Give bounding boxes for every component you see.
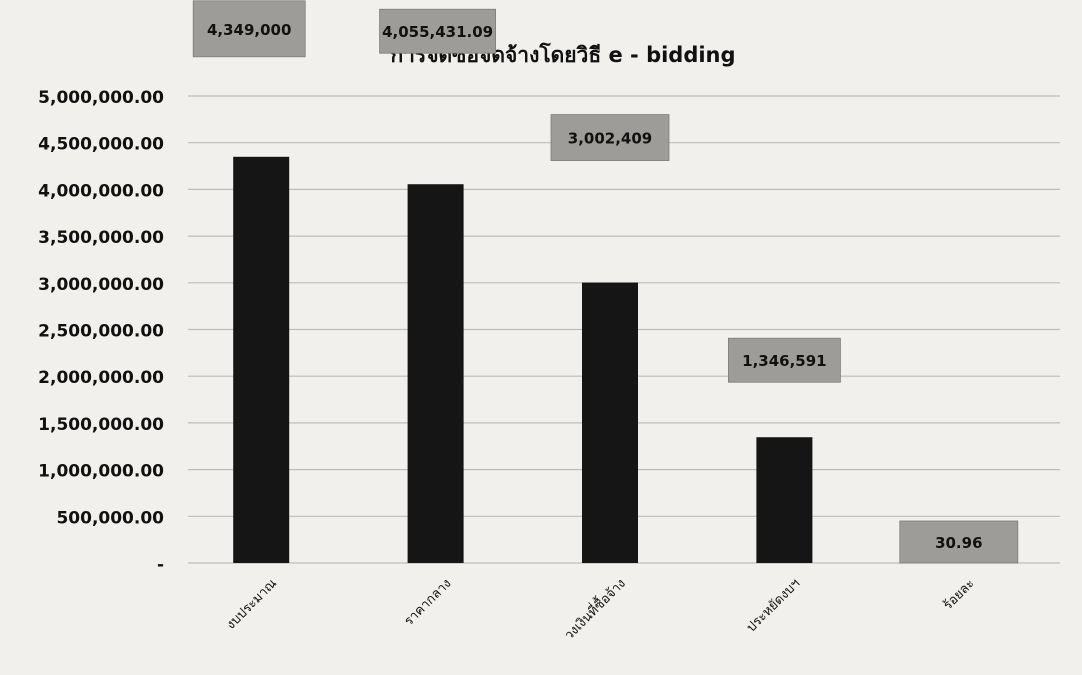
x-tick-label: งบประมาณ <box>224 576 280 632</box>
x-tick-label: ร้อยละ <box>941 576 978 613</box>
bars-layer <box>233 157 987 563</box>
data-label: 30.96 <box>935 534 982 552</box>
y-tick-label: 3,500,000.00 <box>38 228 164 248</box>
bar <box>233 157 289 563</box>
y-tick-label: 2,500,000.00 <box>38 322 164 342</box>
data-label: 4,349,000 <box>207 21 291 39</box>
data-label: 3,002,409 <box>568 130 652 148</box>
bar <box>408 184 464 563</box>
data-label: 4,055,431.09 <box>382 23 493 41</box>
y-axis-tick-labels: - 500,000.00 1,000,000.00 1,500,000.00 2,000… <box>38 88 164 575</box>
y-tick-label: 500,000.00 <box>56 508 164 528</box>
x-axis-tick-labels: งบประมาณ ราคากลาง วงเงินที่ซื้อจ้าง ประหยัด… <box>224 574 978 643</box>
x-tick-label: ประหยัดงบฯ <box>744 576 803 635</box>
x-tick-label: ราคากลาง <box>402 576 455 629</box>
y-tick-label: 5,000,000.00 <box>38 88 164 108</box>
x-tick-label: วงเงินที่ซื้อจ้าง <box>560 574 629 643</box>
y-tick-label: 2,000,000.00 <box>38 368 164 388</box>
bar <box>582 283 638 563</box>
y-tick-label: 4,500,000.00 <box>38 135 164 155</box>
y-tick-label: 4,000,000.00 <box>38 181 164 201</box>
y-tick-label: 1,500,000.00 <box>38 415 164 435</box>
y-tick-label: 1,000,000.00 <box>38 462 164 482</box>
y-tick-label: - <box>157 555 164 575</box>
bar <box>756 437 812 563</box>
y-tick-label: 3,000,000.00 <box>38 275 164 295</box>
data-label: 1,346,591 <box>742 352 826 370</box>
